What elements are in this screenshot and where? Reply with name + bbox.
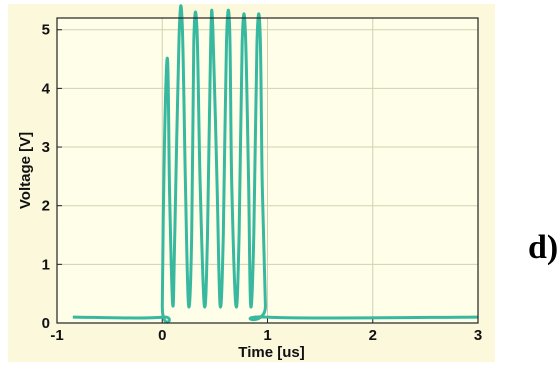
y-tick-label: 2 — [42, 198, 50, 215]
x-tick-label: 2 — [369, 327, 377, 344]
y-axis-label: Voltage [V] — [17, 132, 34, 209]
y-tick-label: 3 — [42, 139, 50, 156]
y-tick-label: 4 — [42, 80, 51, 97]
x-tick-label: 0 — [158, 327, 166, 344]
panel-label: d) — [528, 229, 558, 266]
plot-frame — [56, 17, 479, 324]
y-tick-label: 0 — [42, 315, 50, 332]
voltage-series-line — [72, 4, 479, 324]
x-axis-label: Time [us] — [238, 344, 304, 361]
x-tick-label: 3 — [474, 327, 482, 344]
y-tick-label: 1 — [42, 256, 50, 273]
x-tick-label: -1 — [50, 327, 63, 344]
y-tick-label: 5 — [42, 22, 50, 39]
x-tick-label: 1 — [263, 327, 271, 344]
